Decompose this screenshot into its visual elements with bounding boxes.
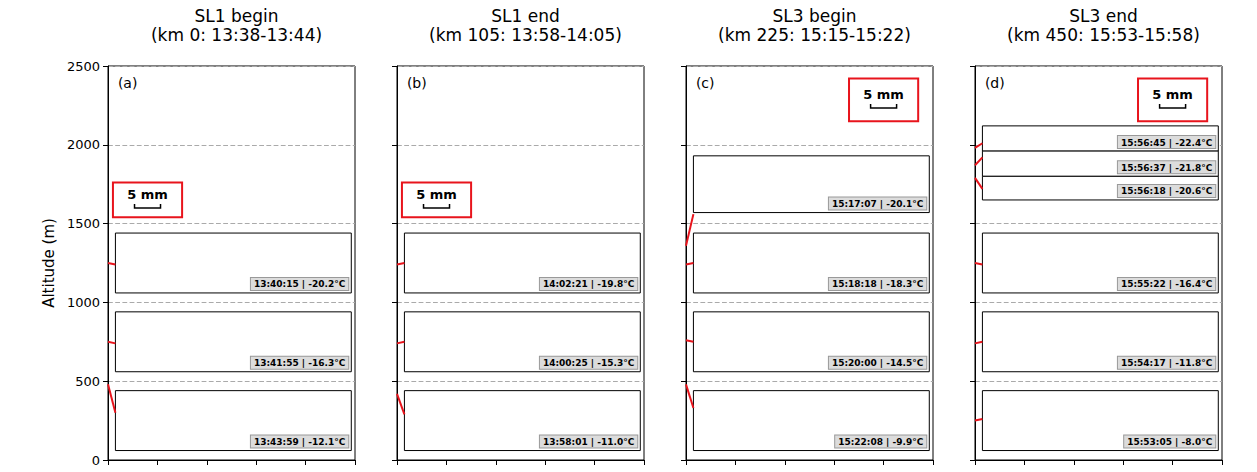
svg-text:(km 105: 13:58-14:05): (km 105: 13:58-14:05) <box>429 25 622 45</box>
svg-text:5 mm: 5 mm <box>863 87 904 102</box>
svg-text:(km 225: 15:15-15:22): (km 225: 15:15-15:22) <box>718 25 911 45</box>
svg-text:15:22:08 | -9.9°C: 15:22:08 | -9.9°C <box>838 437 924 447</box>
svg-text:5 mm: 5 mm <box>127 187 168 202</box>
svg-text:15:56:37 | -21.8°C: 15:56:37 | -21.8°C <box>1121 163 1213 173</box>
svg-text:5 mm: 5 mm <box>416 187 457 202</box>
svg-text:15:53:05 | -8.0°C: 15:53:05 | -8.0°C <box>1127 437 1213 447</box>
svg-text:SL1 end: SL1 end <box>491 6 560 26</box>
svg-text:0: 0 <box>92 453 100 468</box>
svg-text:15:55:22 | -16.4°C: 15:55:22 | -16.4°C <box>1121 279 1213 289</box>
svg-text:2500: 2500 <box>67 59 100 74</box>
svg-text:15:56:45 | -22.4°C: 15:56:45 | -22.4°C <box>1121 138 1213 148</box>
svg-text:(a): (a) <box>118 75 138 91</box>
svg-text:SL1 begin: SL1 begin <box>194 6 278 26</box>
svg-text:2000: 2000 <box>67 137 100 152</box>
svg-text:(b): (b) <box>407 75 427 91</box>
svg-text:15:18:18 | -18.3°C: 15:18:18 | -18.3°C <box>832 279 924 289</box>
svg-text:1500: 1500 <box>67 216 100 231</box>
svg-text:500: 500 <box>75 374 100 389</box>
svg-text:15:56:18 | -20.6°C: 15:56:18 | -20.6°C <box>1121 186 1213 196</box>
svg-text:15:17:07 | -20.1°C: 15:17:07 | -20.1°C <box>832 199 924 209</box>
svg-text:(c): (c) <box>696 75 715 91</box>
svg-text:Altitude (m): Altitude (m) <box>40 218 58 308</box>
svg-text:SL3 begin: SL3 begin <box>772 6 856 26</box>
svg-text:13:40:15 | -20.2°C: 13:40:15 | -20.2°C <box>254 279 346 289</box>
svg-text:13:41:55 | -16.3°C: 13:41:55 | -16.3°C <box>254 358 346 368</box>
svg-text:(km 0: 13:38-13:44): (km 0: 13:38-13:44) <box>151 25 322 45</box>
svg-text:14:02:21 | -19.8°C: 14:02:21 | -19.8°C <box>543 279 635 289</box>
svg-text:14:00:25 | -15.3°C: 14:00:25 | -15.3°C <box>543 358 635 368</box>
svg-text:15:54:17 | -11.8°C: 15:54:17 | -11.8°C <box>1121 358 1213 368</box>
svg-text:SL3 end: SL3 end <box>1069 6 1138 26</box>
svg-text:13:58:01 | -11.0°C: 13:58:01 | -11.0°C <box>543 437 635 447</box>
svg-text:(km 450: 15:53-15:58): (km 450: 15:53-15:58) <box>1007 25 1200 45</box>
svg-text:13:43:59 | -12.1°C: 13:43:59 | -12.1°C <box>254 437 346 447</box>
svg-text:5 mm: 5 mm <box>1152 87 1193 102</box>
svg-text:15:20:00 | -14.5°C: 15:20:00 | -14.5°C <box>832 358 924 368</box>
svg-text:(d): (d) <box>985 75 1005 91</box>
svg-text:1000: 1000 <box>67 295 100 310</box>
